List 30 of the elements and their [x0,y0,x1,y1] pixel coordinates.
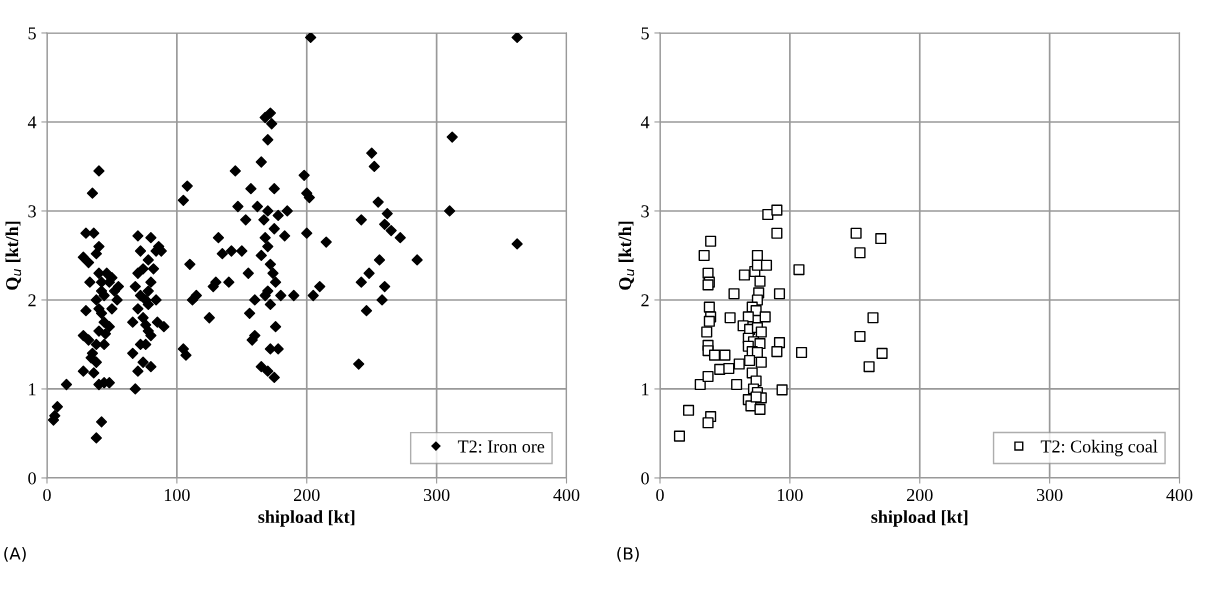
y-tick-label: 3 [28,205,36,218]
y-tick-label: 5 [28,27,36,40]
y-tick-label: 4 [27,116,37,129]
x-tick-label: 200 [907,488,933,502]
x-tick-label: 300 [1036,488,1063,502]
x-tick-label: 400 [1166,488,1193,502]
y-tick-label: 4 [640,116,650,129]
x-axis-title: shipload [kt] [258,510,355,527]
y-tick-label: 3 [641,205,649,218]
y-axis-title: Q$_{u}$ [kt/h] [618,221,635,290]
y-tick-label: 1 [642,383,649,396]
legend-label: T2: Coking coal [1040,439,1158,457]
y-tick-label: 2 [28,294,36,307]
y-tick-label: 1 [29,383,36,396]
y-tick-label: 5 [641,27,649,40]
y-axis-title: Q$_{u}$ [kt/h] [5,221,22,290]
x-axis-title: shipload [kt] [871,510,968,527]
y-tick-label: 0 [28,472,36,485]
x-tick-label: 300 [423,488,450,502]
text: (A) [4,546,26,562]
x-tick-label: 400 [553,488,580,502]
legend-label: T2: Iron ore [457,440,545,453]
text: (B) [617,546,639,562]
x-tick-label: 100 [164,488,190,502]
x-tick-label: 100 [777,488,803,502]
x-tick-label: 200 [294,488,320,502]
x-tick-label: 0 [656,488,664,502]
x-tick-label: 0 [43,488,51,502]
y-tick-label: 2 [641,294,649,307]
y-tick-label: 0 [641,472,649,485]
